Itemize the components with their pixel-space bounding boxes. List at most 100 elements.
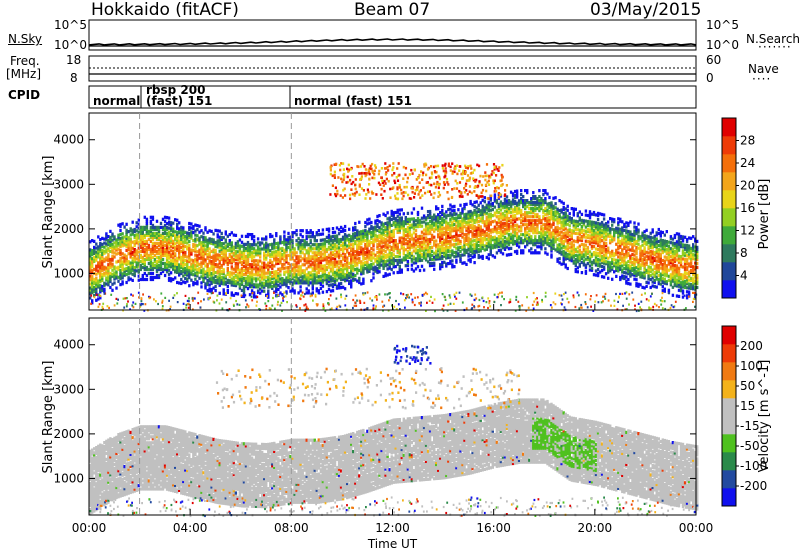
- power-cell: [165, 258, 169, 262]
- power-cell: [192, 263, 195, 267]
- power-cell: [412, 217, 416, 221]
- power-cell: [517, 225, 521, 229]
- power-cell: [105, 282, 108, 286]
- power-cell: [129, 277, 132, 281]
- power-cell: [174, 270, 177, 274]
- power-cell: [169, 221, 173, 225]
- power-cell: [119, 259, 122, 263]
- power-cell: [293, 247, 296, 251]
- power-cell: [139, 229, 142, 233]
- power-cell: [309, 281, 312, 285]
- power-cell: [430, 257, 434, 261]
- power-cell: [370, 251, 373, 255]
- power-cell: [204, 226, 207, 230]
- power-cell: [190, 264, 193, 268]
- power-cell: [248, 247, 252, 251]
- power-cell: [263, 269, 266, 273]
- power-cell: [263, 271, 266, 275]
- power-cell: [261, 265, 264, 269]
- power-cell: [109, 261, 112, 266]
- power-cell: [212, 280, 215, 284]
- power-cell: [97, 269, 100, 273]
- power-cell: [259, 241, 262, 245]
- power-cell: [265, 275, 268, 279]
- power-cell: [325, 227, 329, 231]
- power-cell: [238, 268, 242, 272]
- power-cell: [613, 270, 616, 274]
- power-cell: [174, 258, 177, 262]
- power-cell: [273, 280, 276, 284]
- power-cell: [596, 217, 600, 221]
- power-cell: [186, 241, 189, 245]
- power-cell: [163, 223, 167, 227]
- power-cell: [335, 226, 339, 230]
- power-cell: [172, 257, 175, 261]
- power-cell: [265, 243, 268, 247]
- power-cell: [275, 284, 278, 288]
- power-cell: [139, 255, 142, 259]
- power-cell: [240, 266, 244, 270]
- power-cell: [378, 214, 381, 218]
- power-cell: [121, 282, 124, 286]
- power-cell: [190, 248, 193, 252]
- power-cell: [137, 256, 140, 260]
- power-cell: [95, 242, 98, 246]
- power-cell: [544, 217, 547, 221]
- power-cell: [242, 264, 246, 268]
- power-cell: [198, 268, 201, 272]
- power-cell: [145, 257, 149, 262]
- power-cell: [248, 243, 252, 247]
- power-cell: [147, 267, 151, 272]
- power-cell: [101, 244, 104, 248]
- power-cell: [163, 235, 167, 239]
- power-cell: [95, 288, 98, 292]
- power-cell: [430, 245, 434, 249]
- power-cell: [248, 255, 252, 259]
- power-cell: [269, 255, 272, 259]
- power-cell: [206, 280, 209, 285]
- power-cell: [261, 277, 264, 281]
- power-cell: [192, 225, 195, 229]
- power-cell: [273, 250, 276, 254]
- power-cell: [216, 281, 219, 285]
- power-cell: [95, 268, 98, 272]
- power-cell: [236, 254, 240, 258]
- power-cell: [216, 263, 219, 267]
- power-cell: [174, 246, 177, 250]
- power-cell: [107, 243, 110, 247]
- power-cell: [151, 277, 155, 282]
- power-cell: [184, 252, 187, 257]
- power-cell: [119, 244, 122, 249]
- power-cell: [267, 285, 270, 289]
- power-cell: [149, 255, 153, 259]
- power-cell: [91, 265, 94, 269]
- power-cell: [238, 286, 242, 290]
- power-cell: [335, 250, 339, 254]
- power-cell: [103, 257, 106, 261]
- power-cell: [240, 260, 244, 264]
- power-cell: [343, 253, 347, 257]
- power-cell: [129, 261, 132, 265]
- power-cell: [335, 234, 339, 238]
- power-cell: [163, 261, 167, 266]
- power-cell: [206, 282, 209, 287]
- power-cell: [250, 289, 254, 293]
- power-cell: [93, 281, 96, 286]
- power-cell: [125, 260, 128, 264]
- power-cell: [325, 235, 329, 239]
- power-cell: [602, 265, 606, 269]
- power-cell: [149, 229, 153, 233]
- power-cell: [242, 294, 246, 299]
- power-cell: [224, 232, 227, 236]
- power-cell: [99, 260, 102, 264]
- power-cell: [101, 236, 104, 240]
- power-cell: [412, 237, 416, 241]
- power-cell: [157, 243, 161, 247]
- power-cell: [180, 257, 183, 262]
- power-cell: [212, 268, 215, 272]
- power-cell: [99, 272, 102, 276]
- power-cell: [200, 253, 203, 257]
- power-cell: [141, 237, 144, 241]
- power-cell: [554, 202, 557, 206]
- power-cell: [143, 247, 146, 251]
